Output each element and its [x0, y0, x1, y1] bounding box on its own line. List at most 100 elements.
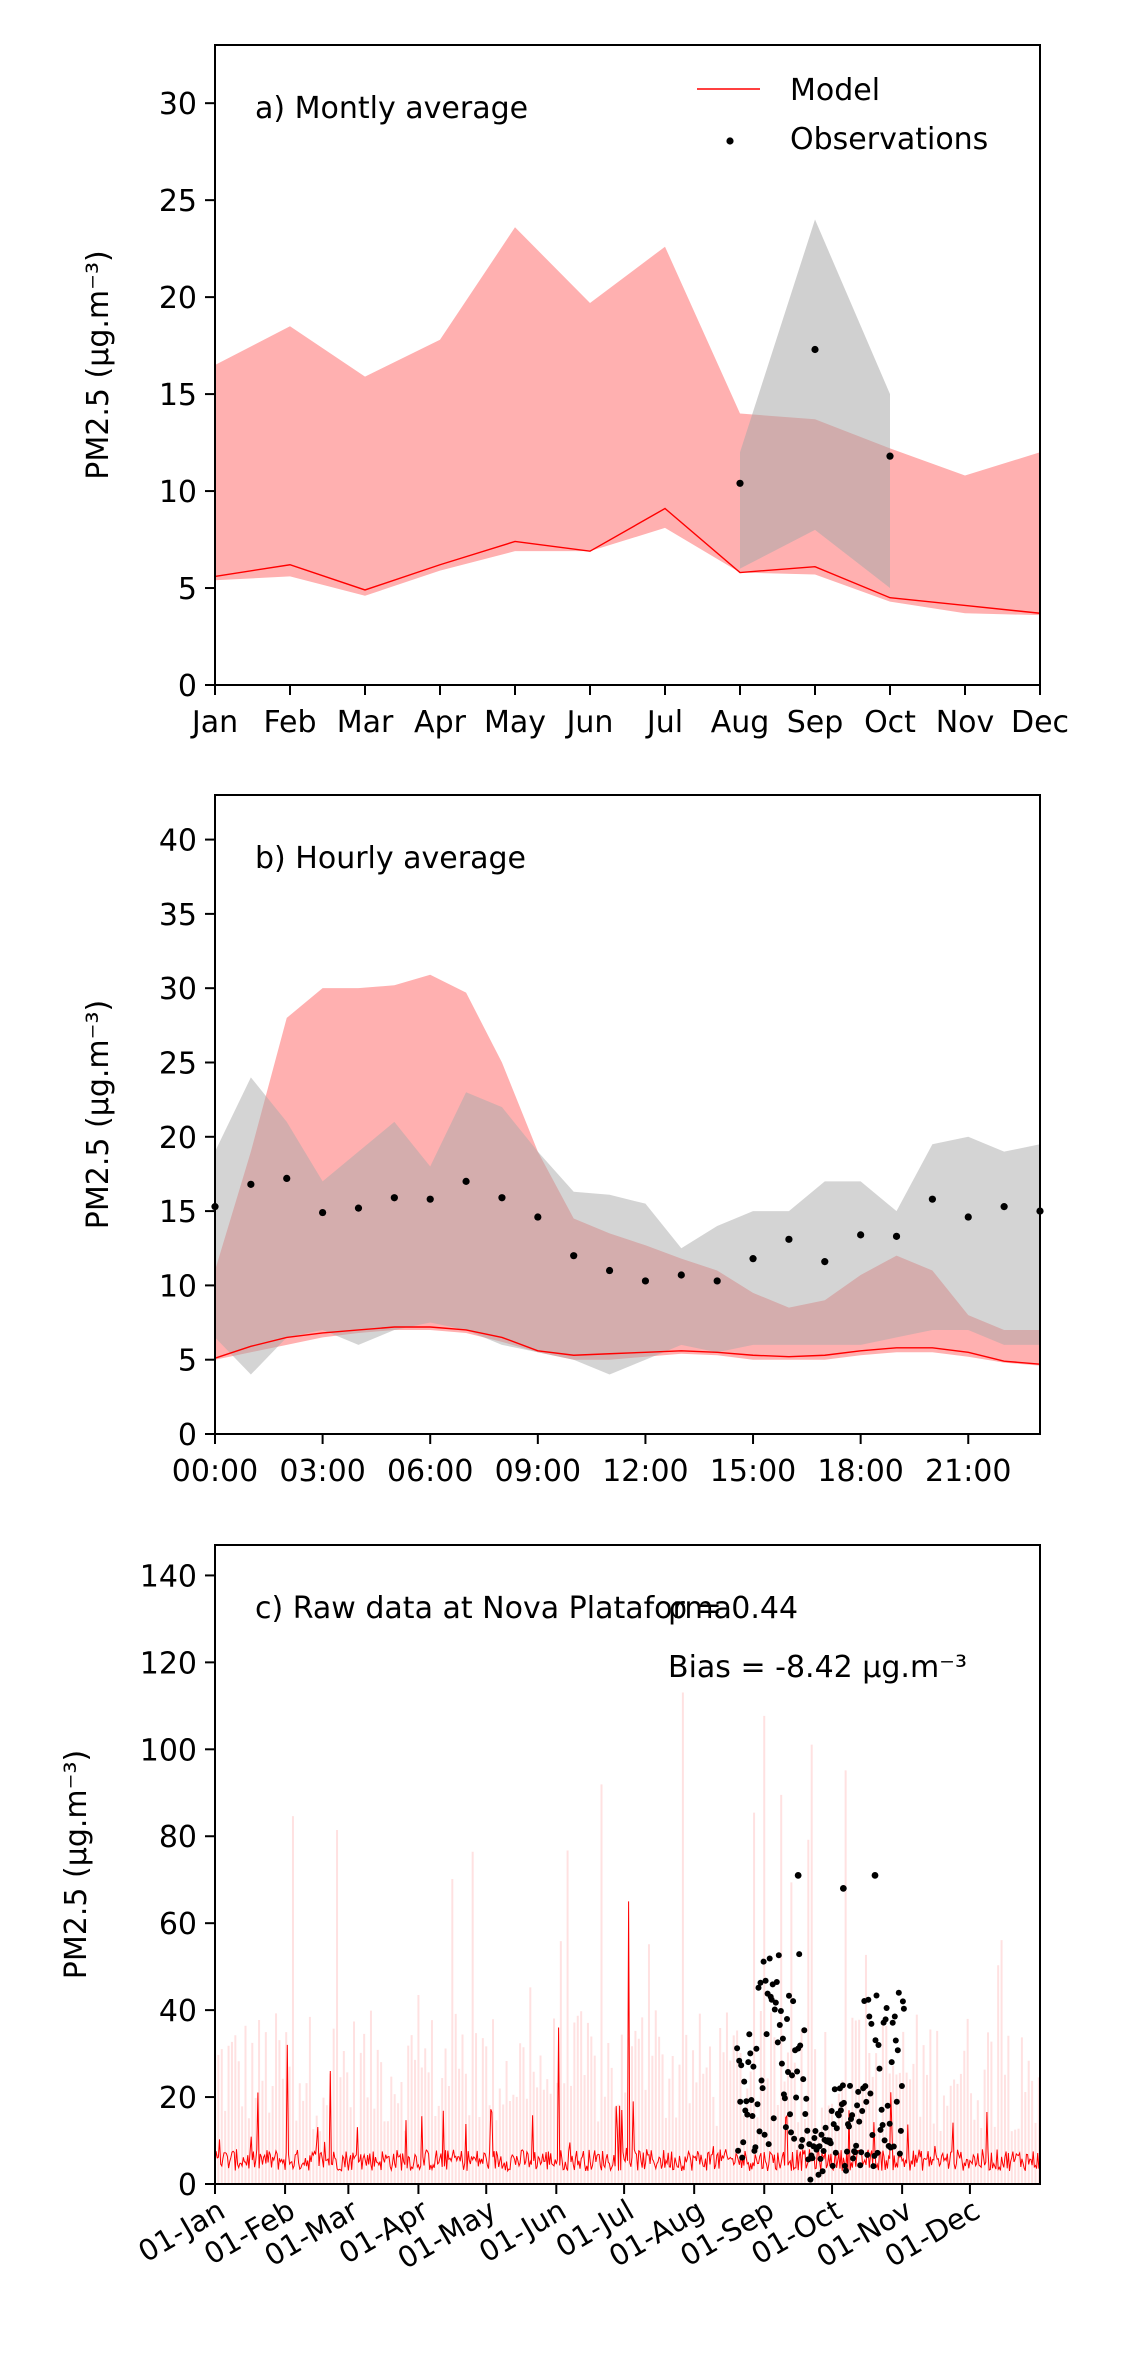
panel-c-ytick-label: 80: [159, 1820, 197, 1855]
model-spread-band: [214, 1692, 1040, 2184]
observation-point: [761, 2131, 768, 2138]
observation-point: [791, 2135, 798, 2142]
observation-point: [748, 2097, 755, 2103]
panel-c-ytick-label: 20: [159, 2081, 197, 2116]
observations: [734, 1871, 907, 2183]
panel-c-frame: [214, 1544, 1041, 2185]
observation-point: [811, 2135, 818, 2141]
panel-a-xtick-label: Oct: [864, 705, 916, 740]
observation-point: [735, 2147, 742, 2154]
observation-point: [964, 1213, 972, 1221]
observation-point: [756, 2128, 763, 2135]
observation-point: [753, 2045, 760, 2052]
observation-point: [815, 2171, 822, 2178]
observation-point: [811, 345, 819, 354]
observation-point: [799, 2136, 806, 2143]
observation-point: [774, 2039, 781, 2046]
panel-a-xtick-label: Sep: [787, 705, 844, 740]
observation-range-band: [740, 219, 890, 589]
observation-point: [859, 2108, 866, 2114]
observation-point: [775, 1952, 782, 1959]
panel-c-label: c) Raw data at Nova Plataforma: [255, 1591, 732, 1626]
observation-point: [809, 2155, 816, 2162]
observation-point: [890, 2143, 897, 2150]
observation-point: [865, 1996, 872, 2003]
observation-point: [1000, 1203, 1008, 1211]
observation-point: [786, 1992, 792, 1999]
observation-point: [896, 2150, 903, 2157]
panel-a-ytick-label: 30: [159, 87, 197, 122]
observation-point: [827, 2140, 834, 2147]
observation-point: [886, 452, 894, 460]
panel-b-ytick-label: 10: [159, 1269, 197, 1304]
observation-point: [677, 1271, 685, 1279]
observation-point: [863, 2098, 870, 2105]
observation-point: [713, 1277, 721, 1285]
observation-point: [899, 1998, 906, 2005]
observation-point: [734, 2045, 741, 2052]
observation-point: [876, 2065, 883, 2072]
panel-b-xtick-label: 03:00: [279, 1454, 365, 1489]
observation-point: [773, 1979, 780, 1985]
panel-b-ytick-label: 20: [159, 1121, 197, 1156]
observation-point: [843, 2167, 849, 2174]
observation-point: [928, 1195, 936, 1203]
observation-point: [736, 2057, 743, 2064]
observation-point: [784, 2016, 790, 2022]
observation-point: [763, 2031, 770, 2038]
observation-point: [749, 1255, 757, 1263]
observation-point: [803, 2095, 810, 2102]
observation-point: [736, 479, 744, 487]
observation-point: [822, 2124, 829, 2131]
y-axis-label: PM2.5 (μg.m⁻³): [81, 250, 116, 479]
observation-point: [898, 2083, 905, 2089]
panel-a-xtick-label: Jul: [645, 705, 683, 740]
panel-b-ytick-label: 5: [178, 1344, 197, 1379]
observation-point: [426, 1195, 434, 1203]
observation-point: [746, 2031, 753, 2038]
panel-a-xtick-label: Jan: [190, 705, 238, 740]
panel-a-monthly: 0 5 10 15 20 25 30 Jan Feb Mar Apr May Jun Jul Aug Sep O…: [81, 44, 1069, 740]
correlation-label: ρ = 0.44: [668, 1591, 798, 1626]
observation-point: [796, 1951, 803, 1958]
observation-point: [855, 2088, 862, 2095]
legend-observations-swatch: [726, 137, 734, 145]
observation-point: [893, 2098, 900, 2105]
observation-point: [794, 2068, 801, 2075]
observation-point: [856, 2118, 863, 2125]
panel-b-ytick-label: 40: [159, 824, 197, 859]
panel-a-xtick-label: May: [484, 705, 546, 740]
observation-point: [800, 2076, 807, 2083]
observation-point: [886, 2120, 893, 2127]
panel-a-ytick-label: 10: [159, 475, 197, 510]
observation-point: [770, 2115, 777, 2122]
observation-point: [782, 2124, 789, 2131]
observation-point: [820, 2148, 827, 2154]
observation-point: [534, 1213, 542, 1221]
panel-c-ytick-label: 0: [178, 2168, 197, 2203]
panel-c-ytick-label: 40: [159, 1994, 197, 2029]
observation-point: [757, 1979, 764, 1986]
observation-point: [755, 1984, 762, 1991]
observation-point: [828, 2108, 835, 2114]
observation-point: [744, 2111, 751, 2118]
panel-a-xtick-label: Nov: [936, 705, 995, 740]
panel-a-ytick-label: 20: [159, 281, 197, 316]
observation-point: [754, 2101, 761, 2108]
panel-a-ytick-label: 5: [178, 572, 197, 607]
observation-point: [832, 2149, 839, 2156]
panel-b-label: b) Hourly average: [255, 841, 526, 876]
observation-point: [787, 2111, 793, 2118]
observation-point: [882, 2016, 889, 2023]
panel-c-ytick-label: 120: [140, 1646, 197, 1681]
observation-point: [319, 1208, 327, 1217]
observation-point: [570, 1252, 578, 1260]
observation-point: [841, 2162, 848, 2169]
observation-point: [785, 1235, 793, 1243]
observation-point: [749, 2113, 756, 2119]
observation-point: [862, 2083, 869, 2090]
observation-point: [864, 2151, 871, 2158]
panel-a-xtick-label: Aug: [711, 705, 770, 740]
observation-point: [847, 2082, 853, 2089]
observation-point: [777, 2008, 784, 2014]
